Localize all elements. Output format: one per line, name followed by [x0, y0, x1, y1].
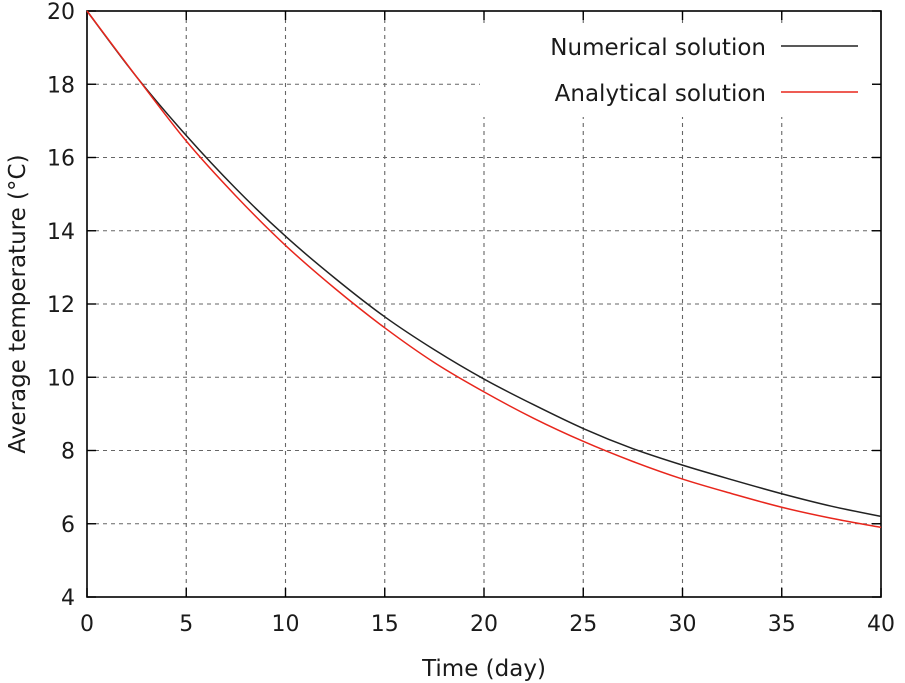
y-tick-label: 10	[47, 366, 75, 391]
x-tick-label: 10	[272, 612, 300, 637]
x-tick-label: 30	[669, 612, 697, 637]
y-tick-label: 20	[47, 0, 75, 25]
series	[86, 10, 882, 529]
legend-label-analytical: Analytical solution	[555, 81, 766, 107]
analytical-solution-line	[86, 10, 882, 529]
legend-background	[480, 25, 872, 117]
x-tick-label: 0	[80, 612, 94, 637]
x-tick-label: 35	[768, 612, 796, 637]
y-tick-label: 14	[47, 220, 75, 245]
y-tick-label: 12	[47, 293, 75, 318]
x-tick-label: 25	[569, 612, 597, 637]
y-tick-label: 6	[61, 513, 75, 538]
x-tick-label: 15	[371, 612, 399, 637]
x-tick-label: 5	[179, 612, 193, 637]
x-tick-label: 40	[867, 612, 895, 637]
y-axis-label: Average temperature (°C)	[5, 154, 31, 453]
y-tick-label: 16	[47, 147, 75, 172]
ticks: 0 5 10 15 20 25 30 35 40 4 6 8 10 12 14 16 18 20	[47, 0, 895, 637]
y-tick-label: 8	[61, 440, 75, 465]
y-tick-label: 18	[47, 73, 75, 98]
y-tick-label: 4	[61, 586, 75, 611]
x-axis-label: Time (day)	[421, 656, 546, 682]
legend-label-numerical: Numerical solution	[550, 35, 766, 61]
x-tick-label: 20	[470, 612, 498, 637]
legend: Numerical solution Analytical solution	[480, 25, 872, 117]
numerical-solution-line	[86, 10, 882, 518]
